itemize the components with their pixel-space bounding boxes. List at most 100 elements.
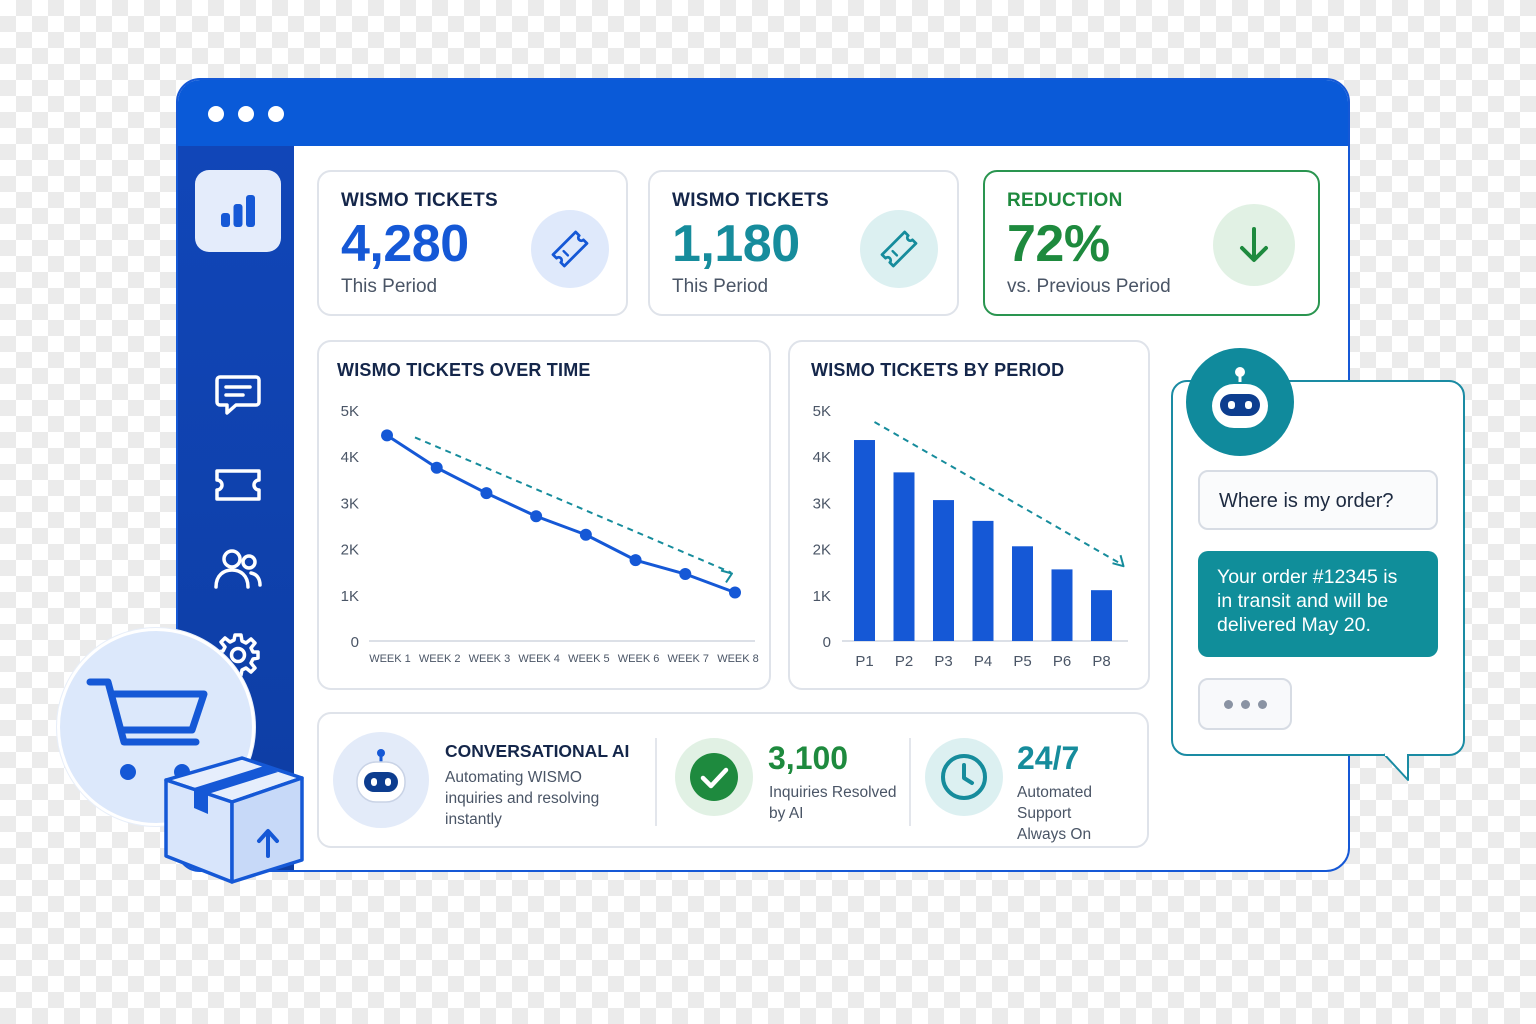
package-box-icon [164,756,304,884]
y-tick-label: 4K [341,449,359,466]
stat-card-wismo-previous: WISMO TICKETS 4,280 This Period [317,170,628,316]
bot-message-line: Your order #12345 is [1217,566,1398,588]
divider [909,738,911,826]
bar [1091,590,1112,641]
y-tick-label: 1K [341,588,359,605]
robot-icon [1212,367,1268,428]
ticket-icon [531,210,609,288]
bar-chart-icon [221,195,255,227]
typing-dot [1257,699,1267,709]
y-tick-label: 0 [823,634,831,651]
arrow-down-icon [1213,204,1295,286]
sidebar-item-tickets[interactable] [195,444,281,526]
typing-dot [1240,699,1250,709]
data-point [729,586,741,599]
x-tick-label: P2 [895,653,913,670]
data-point [480,487,493,500]
sidebar-item-users[interactable] [195,528,281,610]
stat-label: WISMO TICKETS [341,190,498,211]
clock-icon [925,738,1003,816]
x-tick-label: P3 [934,653,952,670]
x-tick-label: WEEK 5 [568,653,610,665]
window-control-dot[interactable] [268,106,284,122]
resolved-value: 3,100 [768,740,849,776]
bar [893,472,915,641]
y-tick-label: 4K [813,449,831,466]
series-line [386,434,736,594]
x-tick-label: P4 [974,653,992,670]
x-tick-label: WEEK 2 [419,653,461,665]
gear-icon [216,633,260,677]
data-point [579,528,592,541]
chart-title: WISMO TICKETS BY PERIOD [811,360,1065,380]
stat-value: 4,280 [341,215,469,273]
x-tick-label: P5 [1013,653,1031,670]
bot-message-line: in transit and will be [1217,590,1389,612]
ticket-icon [860,210,938,288]
summary-card: CONVERSATIONAL AI Automating WISMO inqui… [317,712,1149,848]
y-tick-label: 5K [341,403,359,420]
ai-desc-line: inquiries and resolving [445,790,600,807]
chat-panel-tail [1384,752,1409,781]
y-tick-label: 2K [341,542,359,559]
support-value: 24/7 [1017,740,1080,776]
data-point [679,568,692,581]
chatbot-avatar [1186,348,1294,456]
data-point [629,554,642,567]
stat-sub: vs. Previous Period [1007,276,1171,297]
ai-description: Automating WISMO inquiries and resolving… [445,767,599,830]
window-control-dot[interactable] [238,106,254,122]
support-label-line: Automated Support [1017,784,1092,822]
x-tick-label: WEEK 4 [518,653,560,665]
x-tick-label: P6 [1053,653,1071,670]
trend-arrowhead [720,569,733,584]
ai-title: CONVERSATIONAL AI [445,741,630,761]
line-chart: 5K 4K 3K 2K 1K 0 WEEK 1 WEEK 2 WEEK 3 WEEK 4 WEEK … [341,403,759,665]
ai-desc-line: instantly [445,811,502,828]
x-tick-label: P8 [1092,653,1110,670]
bot-message: Your order #12345 is in transit and will… [1198,551,1438,657]
y-tick-label: 2K [813,542,831,559]
data-point [430,461,443,474]
sidebar-item-messages[interactable] [195,354,281,436]
bar [1051,569,1073,641]
x-tick-label: WEEK 7 [667,653,709,665]
bar [972,520,994,641]
resolved-label: Inquiries Resolved by AI [769,782,897,824]
chat-icon [215,375,261,415]
y-tick-label: 3K [341,495,359,512]
resolved-label-line: by AI [769,805,804,822]
support-label-line: Always On [1017,826,1092,843]
support-label: Automated Support Always On [1017,782,1147,845]
stat-value: 72% [1007,215,1110,273]
sidebar-item-analytics[interactable] [195,170,281,252]
x-tick-label: P1 [855,653,873,670]
sidebar-item-settings[interactable] [195,614,281,696]
trend-line [874,421,1122,566]
robot-icon [333,732,429,828]
bar-chart: 5K 4K 3K 2K 1K 0 P1 P2 P3 P4 P5 P6 P8 [813,403,1128,670]
ticket-icon [215,469,261,501]
bar [1012,546,1033,641]
data-point [530,510,543,523]
stat-value: 1,180 [672,215,800,273]
x-tick-label: WEEK 6 [618,653,660,665]
stat-label: WISMO TICKETS [672,190,829,211]
x-tick-label: WEEK 8 [717,653,759,665]
line-chart-card: WISMO TICKETS OVER TIME 5K 4K 3K 2K 1K 0 WEEK … [317,340,771,690]
x-tick-label: WEEK 1 [369,653,411,665]
chart-title: WISMO TICKETS OVER TIME [337,360,591,380]
y-tick-label: 3K [813,495,831,512]
users-icon [214,549,262,589]
check-circle-icon [675,738,753,816]
user-message: Where is my order? [1198,470,1438,530]
bar [854,440,875,641]
trend-line [414,436,732,574]
bar-chart-card: WISMO TICKETS BY PERIOD 5K 4K 3K 2K 1K 0 P1 P2 P… [788,340,1150,690]
bar [933,500,954,641]
stat-card-wismo-current: WISMO TICKETS 1,180 This Period [648,170,959,316]
stat-sub: This Period [672,276,769,297]
window-titlebar [178,80,1348,146]
window-control-dot[interactable] [208,106,224,122]
ai-desc-line: Automating WISMO [445,769,582,786]
